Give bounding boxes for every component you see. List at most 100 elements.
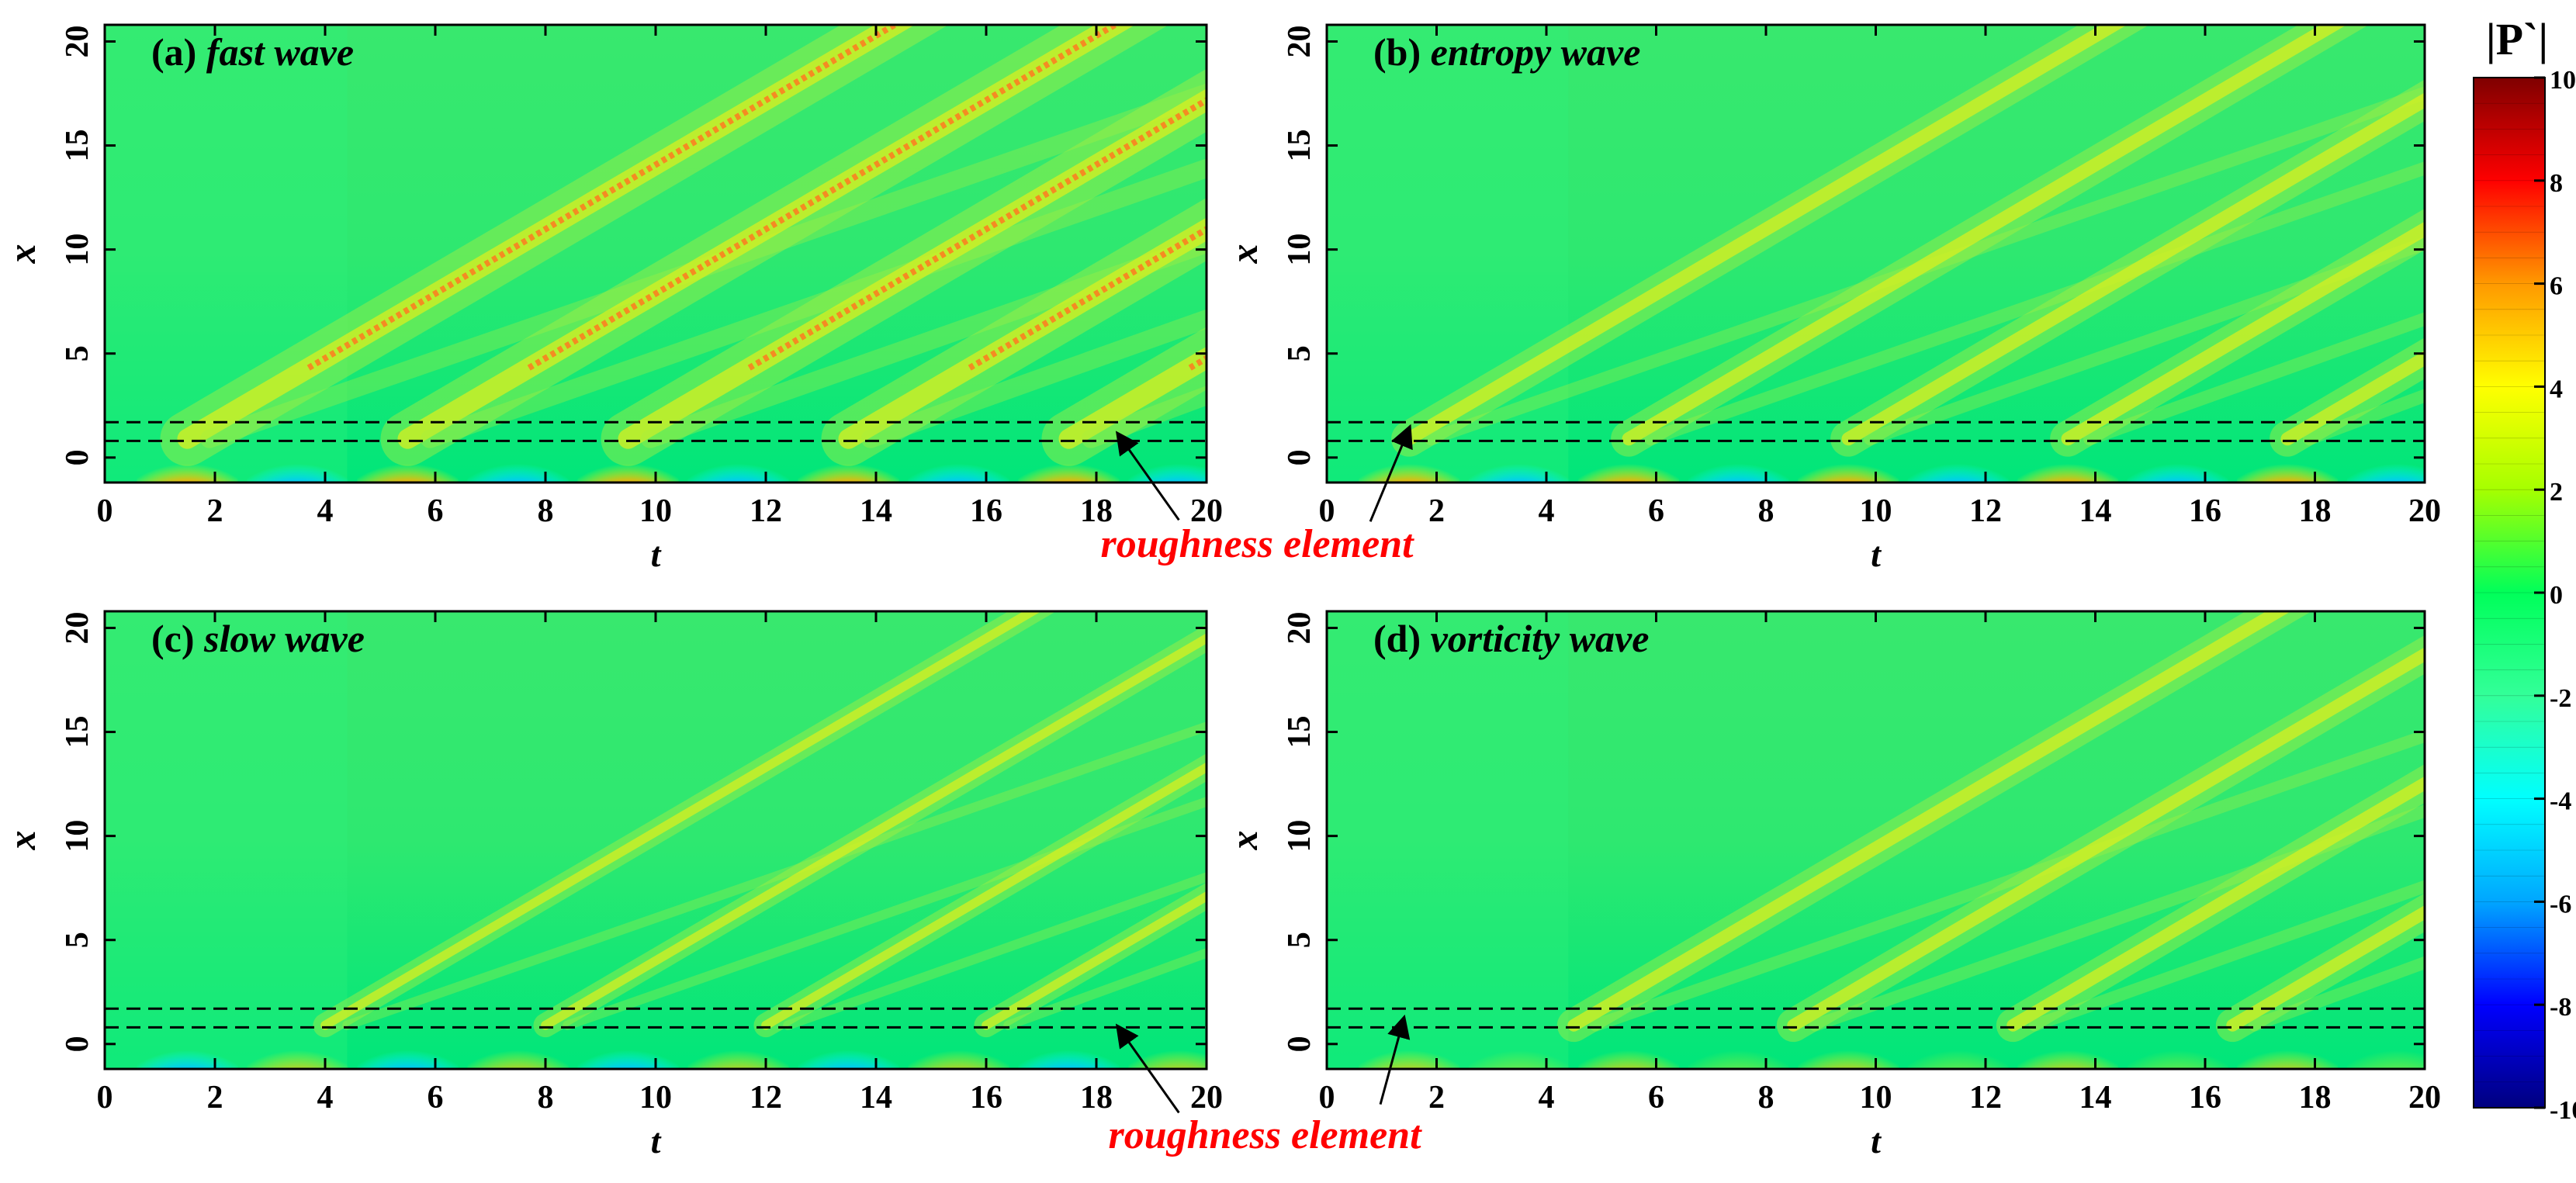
roughness-arrow — [1115, 431, 1180, 521]
wave-band-core — [541, 633, 1207, 1030]
x-tick-label: 4 — [317, 1080, 334, 1116]
x-tick-label: 18 — [2299, 493, 2332, 529]
colorbar-tick-label: 6 — [2550, 272, 2563, 301]
roughness-blob-blue — [798, 1031, 899, 1069]
x-tick-label: 16 — [970, 493, 1002, 529]
background-shade — [1327, 25, 1569, 483]
wave-band-faint — [2028, 880, 2425, 1032]
y-tick-label: 5 — [60, 932, 95, 948]
panel-title-prefix: (d) — [1373, 617, 1431, 660]
y-tick-label: 0 — [1282, 449, 1317, 465]
x-tick-label: 6 — [1648, 1080, 1664, 1116]
y-tick-label: 10 — [60, 820, 95, 853]
x-tick-label: 20 — [1190, 493, 1223, 529]
roughness-blob-blue — [577, 1031, 679, 1069]
roughness-blob-yellow — [2346, 1031, 2425, 1069]
roughness-blob-red — [1578, 444, 1680, 483]
x-tick-label: 12 — [750, 493, 782, 529]
colorbar-tick-label: -8 — [2550, 993, 2571, 1022]
colorbar-tick-label: 2 — [2550, 478, 2563, 507]
x-tick-label: 4 — [317, 493, 334, 529]
roughness-blob-orange — [687, 1031, 789, 1069]
x-tick-label: 16 — [970, 1080, 1002, 1116]
y-tick-label: 10 — [1282, 233, 1317, 266]
roughness-label-top: roughness element — [1100, 522, 1414, 566]
colorbar-tick-label: 0 — [2550, 581, 2563, 610]
panel-title-text: vorticity wave — [1431, 617, 1650, 660]
x-tick-label: 14 — [860, 493, 892, 529]
roughness-blob-blue — [467, 444, 569, 483]
roughness-blob-orange — [467, 1031, 569, 1069]
heatmap-c — [105, 611, 1207, 1069]
background-shade — [105, 611, 348, 1069]
wave-band-faint — [1809, 804, 2425, 1032]
wave-band-core — [2061, 221, 2425, 446]
roughness-blob-orange — [1128, 1031, 1207, 1069]
y-tick-label: 20 — [60, 25, 95, 57]
wave-band-core — [2280, 350, 2425, 446]
panel-d: 0 2 4 6 8 10 12 14 16 18 20 0 5 10 15 20 t x (d) vorticity… — [1222, 610, 2441, 1161]
colorbar: 10 8 6 4 2 0 -2 -4 -6 -8 -10 |P`| — [2473, 14, 2576, 1125]
x-tick-label: 20 — [1190, 1080, 1223, 1116]
x-tick-label: 6 — [428, 1080, 444, 1116]
wave-band-faint — [199, 83, 1207, 448]
x-tick-label: 8 — [1758, 493, 1774, 529]
colorbar-tick-label: -10 — [2550, 1096, 2576, 1125]
wave-band-faint — [1644, 161, 2425, 446]
y-tick-label: 10 — [60, 233, 95, 266]
background-shade — [1327, 611, 1569, 1069]
x-tick-label: 10 — [1860, 1080, 1892, 1116]
roughness-blob-blue — [687, 444, 789, 483]
y-tick-label: 5 — [1282, 345, 1317, 361]
x-tick-label: 0 — [97, 1080, 113, 1116]
heatmap-background — [105, 611, 1207, 1069]
roughness-arrow — [1369, 424, 1413, 522]
panel-b: 0 2 4 6 8 10 12 14 16 18 20 0 5 10 15 20 t x (b) entropy w… — [1222, 23, 2441, 574]
wave-band-core — [1622, 25, 2347, 446]
wave-band-faint — [860, 309, 1207, 448]
roughness-blob-blue — [2346, 444, 2425, 483]
wave-band-faint — [1003, 948, 1207, 1030]
wave-band-faint — [1081, 386, 1207, 448]
roughness-blob-orange — [1798, 1031, 1899, 1069]
wave-band-faint — [1425, 86, 2425, 446]
wave-band-core — [982, 891, 1207, 1030]
roughness-arrow — [1379, 1014, 1411, 1105]
wave-band-faint — [563, 796, 1207, 1030]
wave-band-core — [1841, 92, 2425, 446]
wave-band-core — [320, 611, 1042, 1030]
roughness-blob-blue — [247, 444, 348, 483]
y-tick-label: 20 — [1282, 25, 1317, 57]
y-tick-label: 5 — [60, 345, 95, 361]
wave-band-faint — [2248, 956, 2425, 1032]
panel-title: (b) entropy wave — [1373, 30, 1640, 74]
x-tick-label: 20 — [2408, 1080, 2441, 1116]
x-tick-label: 16 — [2189, 1080, 2221, 1116]
annotations: roughness element roughness element — [1100, 522, 1422, 1157]
heatmap-background — [105, 25, 1207, 483]
roughness-blob-red — [1018, 444, 1120, 483]
roughness-blob-blue — [1128, 444, 1207, 483]
wave-band-core — [1787, 647, 2425, 1032]
x-tick-label: 20 — [2408, 493, 2441, 529]
roughness-label-bottom: roughness element — [1108, 1113, 1422, 1157]
roughness-blob-red — [2017, 444, 2119, 483]
x-tick-label: 8 — [1758, 1080, 1774, 1116]
x-axis-label: t — [1871, 1121, 1882, 1161]
y-tick-label: 0 — [60, 1036, 95, 1052]
x-tick-label: 10 — [1860, 493, 1892, 529]
x-tick-label: 8 — [538, 1080, 554, 1116]
x-tick-label: 18 — [1080, 1080, 1113, 1116]
y-tick-label: 0 — [1282, 1036, 1317, 1052]
roughness-blob-red — [1798, 444, 1899, 483]
colorbar-tick-label: 8 — [2550, 169, 2563, 198]
roughness-blob-orange — [2237, 1031, 2339, 1069]
wave-band-faint — [2303, 389, 2425, 446]
x-tick-label: 2 — [207, 1080, 223, 1116]
wave-band-faint — [2083, 312, 2425, 446]
heatmap-b — [1327, 25, 2425, 483]
roughness-blob-red — [357, 444, 459, 483]
x-tick-label: 16 — [2189, 493, 2221, 529]
